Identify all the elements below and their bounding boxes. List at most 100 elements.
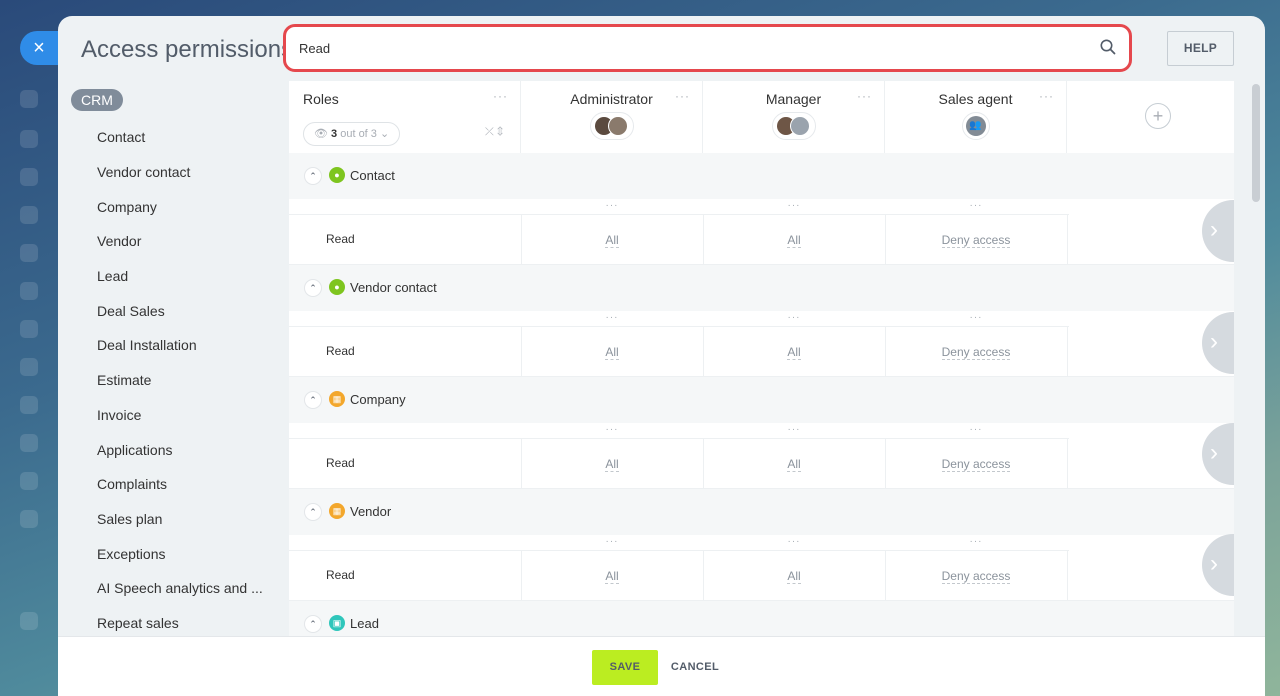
sidebar-item-applications[interactable]: Applications	[97, 442, 173, 458]
permission-value[interactable]: All	[787, 345, 801, 360]
sidebar-item-invoice[interactable]: Invoice	[97, 407, 142, 423]
column-menu-row: ··· ··· ···	[289, 423, 1069, 439]
company-icon: ▦	[329, 391, 345, 407]
cell-menu-button[interactable]: ···	[969, 536, 983, 547]
background-app-icon	[20, 510, 38, 528]
permission-value[interactable]: Deny access	[941, 233, 1011, 248]
sidebar-item-sales-plan[interactable]: Sales plan	[97, 511, 163, 527]
sidebar-item-exceptions[interactable]: Exceptions	[97, 546, 166, 562]
background-app-strip	[0, 0, 58, 696]
sidebar-item-deal-sales[interactable]: Deal Sales	[97, 303, 165, 319]
cancel-button[interactable]: CANCEL	[670, 661, 720, 673]
chevron-up-icon[interactable]: ⌃	[304, 167, 322, 185]
background-app-icon	[20, 90, 38, 108]
roles-counter-suffix: out of 3	[340, 128, 377, 140]
sidebar-item-vendor[interactable]: Vendor	[97, 233, 142, 249]
sidebar-item-contact[interactable]: Contact	[97, 129, 146, 145]
sidebar-item-lead[interactable]: Lead	[97, 268, 129, 284]
cell-menu-button[interactable]: ···	[605, 536, 619, 547]
cell-menu-button[interactable]: ···	[787, 424, 801, 435]
role-menu-button[interactable]: ···	[1039, 89, 1054, 103]
roles-counter-value: 3	[331, 128, 338, 140]
permission-value[interactable]: Deny access	[941, 345, 1011, 360]
sidebar-item-complaints[interactable]: Complaints	[97, 476, 168, 492]
column-menu-row: ··· ··· ···	[289, 311, 1069, 327]
cell-menu-button[interactable]: ···	[605, 424, 619, 435]
permission-name: Read	[326, 456, 355, 470]
search-icon[interactable]	[1099, 38, 1117, 56]
background-app-icon	[20, 130, 38, 148]
role-menu-button[interactable]: ···	[857, 89, 872, 103]
column-menu-row: ··· ··· ···	[289, 535, 1069, 551]
cell-menu-button[interactable]: ···	[969, 200, 983, 211]
permission-name: Read	[326, 568, 355, 582]
permission-value[interactable]: All	[605, 233, 619, 248]
role-members-avatars[interactable]	[771, 112, 816, 140]
table-row: Read All All Deny access	[289, 439, 1234, 489]
sidebar-item-deal-installation[interactable]: Deal Installation	[97, 337, 197, 353]
permission-name: Read	[326, 232, 355, 246]
table-header: Roles ··· 👁 3 out of 3 ⌄ ⤫ ⇕ Administrat…	[289, 81, 1234, 153]
sidebar-item-vendor-contact[interactable]: Vendor contact	[97, 164, 191, 180]
role-column-manager: Manager ···	[703, 81, 885, 153]
chevron-up-icon[interactable]: ⌃	[304, 615, 322, 633]
permission-value[interactable]: Deny access	[941, 569, 1011, 584]
background-app-icon	[20, 244, 38, 262]
permission-value[interactable]: All	[605, 345, 619, 360]
lead-icon: ▣	[329, 615, 345, 631]
search-input[interactable]	[291, 32, 1124, 64]
section-contact: ⌃ ● Contact	[289, 153, 1234, 199]
vertical-scrollbar[interactable]	[1252, 84, 1260, 202]
background-app-icon	[20, 612, 38, 630]
permission-value[interactable]: All	[787, 457, 801, 472]
sidebar-section-crm[interactable]: CRM	[71, 89, 123, 111]
background-app-icon	[20, 434, 38, 452]
chevron-up-icon[interactable]: ⌃	[304, 391, 322, 409]
access-permissions-panel: Access permissions HELP CRM Contact Vend…	[58, 16, 1265, 696]
sidebar-item-company[interactable]: Company	[97, 199, 157, 215]
add-role-button[interactable]: +	[1145, 103, 1171, 129]
close-icon: ×	[33, 37, 45, 59]
permission-value[interactable]: All	[787, 569, 801, 584]
cell-menu-button[interactable]: ···	[787, 536, 801, 547]
footer-bar: SAVE CANCEL	[58, 636, 1265, 696]
role-name: Manager	[765, 91, 822, 107]
cell-menu-button[interactable]: ···	[969, 424, 983, 435]
permission-value[interactable]: All	[787, 233, 801, 248]
permission-value[interactable]: All	[605, 569, 619, 584]
role-members-avatars[interactable]	[589, 112, 634, 140]
sidebar: CRM Contact Vendor contact Company Vendo…	[58, 86, 289, 646]
background-app-icon	[20, 206, 38, 224]
close-slider-button[interactable]: ×	[20, 31, 58, 65]
chevron-up-icon[interactable]: ⌃	[304, 279, 322, 297]
sidebar-item-ai-speech-analytics[interactable]: AI Speech analytics and ...	[97, 580, 263, 596]
sidebar-item-estimate[interactable]: Estimate	[97, 372, 152, 388]
table-row: Read All All Deny access	[289, 327, 1234, 377]
section-lead: ⌃ ▣ Lead	[289, 601, 1234, 636]
avatar	[789, 116, 810, 136]
section-label: Company	[350, 392, 406, 407]
permission-value[interactable]: All	[605, 457, 619, 472]
search-box	[283, 24, 1132, 72]
help-button[interactable]: HELP	[1167, 31, 1234, 66]
permission-value[interactable]: Deny access	[941, 457, 1011, 472]
cell-menu-button[interactable]: ···	[605, 200, 619, 211]
role-column-administrator: Administrator ···	[521, 81, 703, 153]
roles-counter[interactable]: 👁 3 out of 3 ⌄	[303, 122, 401, 146]
background-app-icon	[20, 168, 38, 186]
background-app-icon	[20, 320, 38, 338]
cell-menu-button[interactable]: ···	[787, 312, 801, 323]
sidebar-item-repeat-sales[interactable]: Repeat sales	[97, 615, 179, 631]
chevron-up-icon[interactable]: ⌃	[304, 503, 322, 521]
role-members-avatars[interactable]: 👥	[961, 112, 990, 140]
role-name: Administrator	[570, 91, 653, 107]
cell-menu-button[interactable]: ···	[969, 312, 983, 323]
cell-menu-button[interactable]: ···	[605, 312, 619, 323]
table-row: Read All All Deny access	[289, 551, 1234, 601]
save-button[interactable]: SAVE	[592, 650, 658, 685]
roles-menu-button[interactable]: ···	[493, 89, 508, 103]
cell-menu-button[interactable]: ···	[787, 200, 801, 211]
role-menu-button[interactable]: ···	[675, 89, 690, 103]
section-label: Vendor	[350, 504, 392, 519]
collapse-expand-icon[interactable]: ⤫ ⇕	[485, 126, 504, 138]
